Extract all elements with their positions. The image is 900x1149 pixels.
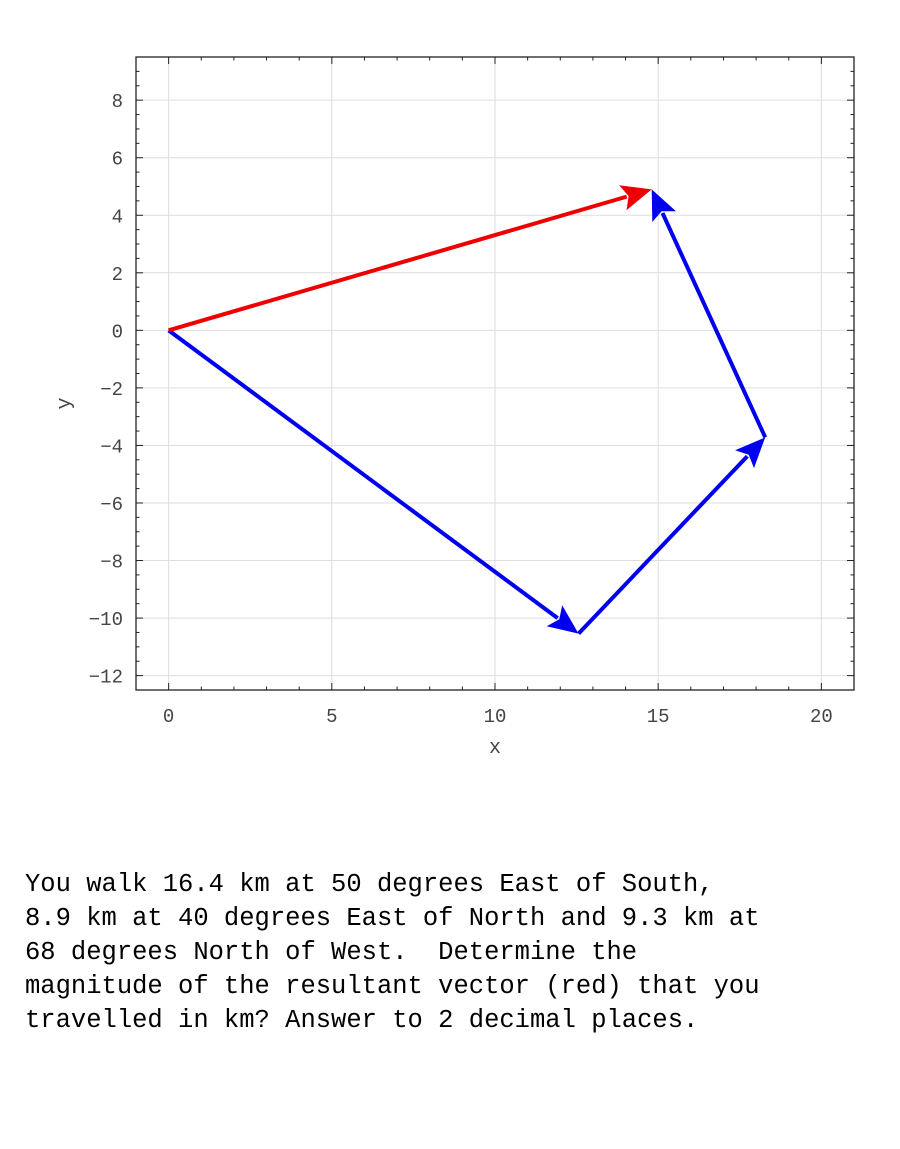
vector-arrowhead-3 (651, 189, 676, 222)
y-tick-label: 4 (112, 206, 123, 228)
vector-shaft-2 (577, 454, 749, 635)
y-tick-label: 6 (112, 149, 123, 171)
x-tick-label: 20 (810, 706, 833, 728)
vector-shaft-1 (167, 328, 559, 620)
vector-chart: 0 5 10 15 20 8 6 4 2 0 −2 −4 −6 −8 −10 −12 x y (54, 56, 855, 760)
x-tick-label: 15 (647, 706, 670, 728)
y-tick-label: −2 (100, 379, 123, 401)
vectors (167, 185, 768, 635)
y-tick-label: −8 (100, 552, 123, 574)
vector-arrowhead-4 (619, 185, 652, 211)
x-tick-label: 0 (163, 706, 174, 728)
y-tick-label: 2 (112, 264, 123, 286)
vector-shaft-3 (660, 212, 768, 439)
y-tick-label: −10 (89, 609, 123, 631)
x-tick-label: 5 (326, 706, 337, 728)
vector-arrowhead-1 (546, 605, 579, 634)
x-axis-label: x (489, 737, 501, 760)
plot-frame (135, 56, 855, 691)
question-text: You walk 16.4 km at 50 degrees East of S… (25, 870, 760, 1035)
vector-shaft-4 (168, 194, 628, 333)
vector-arrowhead-2 (735, 437, 766, 469)
y-tick-label: 0 (112, 321, 123, 343)
x-tick-label: 10 (484, 706, 507, 728)
y-tick-label: 8 (112, 91, 123, 113)
y-tick-label: −12 (89, 667, 123, 689)
grid (136, 57, 854, 690)
y-tick-label: −6 (100, 494, 123, 516)
y-axis-label: y (54, 397, 77, 409)
y-tick-label: −4 (100, 436, 123, 458)
